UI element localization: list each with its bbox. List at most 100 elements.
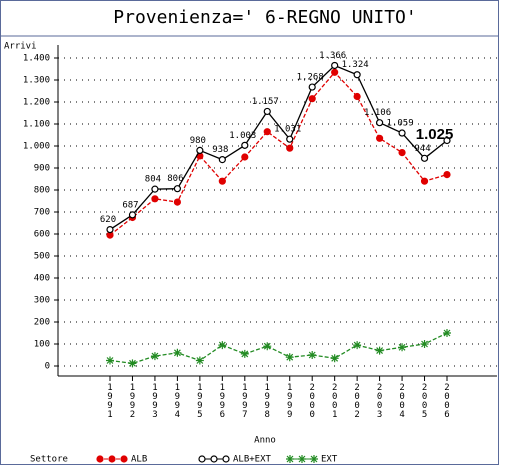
y-tick-label: 0 (45, 362, 50, 372)
point (173, 198, 181, 206)
x-tick-label: 2005 (420, 383, 430, 419)
legend-label: ALB (131, 455, 147, 465)
y-tick-label: 800 (34, 186, 50, 196)
point (376, 119, 384, 127)
y-tick-label: 500 (34, 252, 50, 262)
point (241, 153, 249, 161)
x-tick-label: 1998 (262, 383, 272, 419)
legend-marker (108, 455, 116, 463)
data-label: 1.106 (364, 108, 391, 118)
point (196, 146, 204, 154)
y-tick-label: 1.000 (23, 142, 50, 152)
data-label: 1.324 (342, 60, 369, 70)
point (331, 68, 339, 76)
x-tick-label: 1999 (285, 383, 295, 419)
point (240, 349, 249, 358)
point (286, 144, 294, 152)
data-label: 1.157 (252, 97, 279, 107)
point (420, 177, 429, 185)
data-label: 804 (145, 175, 161, 185)
point (376, 134, 384, 142)
legend-marker (222, 455, 230, 463)
point (420, 154, 429, 162)
x-tick-label: 1992 (127, 383, 137, 419)
y-tick-label: 1.200 (23, 98, 50, 108)
point (353, 341, 362, 350)
y-tick-label: 200 (34, 318, 50, 328)
point (218, 341, 227, 350)
series-line (109, 64, 448, 231)
point (331, 61, 339, 70)
x-tick-label: 1995 (195, 383, 205, 419)
y-axis-label: Arrivi (4, 42, 37, 52)
data-label: 944 (414, 144, 430, 154)
data-label: 620 (100, 215, 116, 225)
point (330, 354, 339, 363)
data-label: 938 (212, 145, 228, 155)
point (420, 340, 429, 348)
x-tick-label: 1994 (172, 383, 182, 419)
x-tick-label: 1997 (240, 383, 250, 419)
point (128, 359, 137, 368)
y-tick-label: 100 (34, 340, 50, 350)
data-label: 1.268 (297, 73, 324, 83)
y-tick-label: 300 (34, 296, 50, 306)
point (218, 177, 226, 185)
point (353, 92, 361, 101)
point (151, 185, 159, 193)
data-label: 980 (190, 136, 206, 146)
data-label: 1.366 (319, 51, 346, 61)
point (398, 343, 407, 352)
point (150, 352, 159, 361)
legend-marker (198, 455, 206, 463)
legend-title: Settore (30, 455, 68, 465)
x-tick-label: 2004 (397, 383, 407, 419)
y-tick-label: 600 (34, 230, 50, 240)
data-label: 1.003 (229, 131, 256, 141)
point (106, 226, 114, 234)
y-tick-label: 1.400 (23, 54, 50, 64)
x-tick-label: 2000 (307, 383, 317, 419)
point (443, 171, 451, 179)
x-tick-label: 2002 (352, 383, 362, 419)
legend-marker (96, 455, 104, 463)
point (353, 71, 361, 79)
data-label: 1.025 (416, 126, 454, 143)
series-line (109, 71, 448, 236)
x-tick-label: 1996 (217, 383, 227, 419)
y-tick-label: 700 (34, 208, 50, 218)
point (443, 136, 451, 145)
y-tick-label: 1.300 (23, 76, 50, 86)
point (263, 128, 271, 136)
point (398, 149, 406, 157)
legend-marker (120, 455, 128, 463)
point (375, 346, 384, 355)
x-tick-label: 1993 (150, 383, 160, 419)
data-label: 1.059 (387, 119, 414, 129)
x-tick-label: 2006 (442, 383, 452, 419)
point (173, 185, 181, 193)
point (308, 351, 317, 359)
point (263, 342, 272, 351)
point (286, 135, 294, 143)
point (443, 329, 451, 337)
legend-marker (298, 455, 306, 463)
data-label: 1.031 (274, 125, 301, 135)
point (308, 83, 316, 91)
x-tick-label: 1991 (105, 383, 115, 419)
x-axis-label: Anno (254, 436, 276, 446)
point (308, 95, 316, 103)
x-tick-label: 2001 (330, 383, 340, 419)
point (195, 356, 204, 365)
point (285, 353, 294, 362)
point (128, 211, 137, 219)
point (241, 141, 249, 149)
y-tick-label: 900 (34, 164, 50, 174)
legend-marker (210, 455, 218, 463)
series-line (109, 332, 448, 365)
y-tick-label: 1.100 (23, 120, 50, 130)
point (106, 356, 114, 365)
point (398, 129, 406, 137)
